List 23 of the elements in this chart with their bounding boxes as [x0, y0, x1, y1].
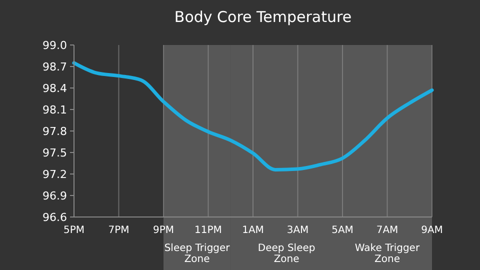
band-label: Deep Sleep Zone	[258, 243, 316, 265]
x-tick-label: 5PM	[63, 225, 85, 236]
band-label: Sleep Trigger Zone	[164, 243, 231, 265]
y-tick-label: 98.7	[42, 60, 67, 74]
x-tick-label: 9PM	[152, 225, 174, 236]
y-tick-label: 99.0	[42, 38, 67, 52]
x-tick-label: 5AM	[332, 225, 354, 236]
line-series	[72, 61, 434, 172]
y-tick-label: 97.2	[42, 168, 67, 181]
y-tick-label: 97.8	[42, 124, 67, 138]
y-tick-label: 96.6	[42, 210, 67, 224]
y-tick-label: 97.5	[42, 146, 67, 160]
x-tick-label: 1AM	[242, 225, 264, 236]
x-tick-label: 7AM	[376, 225, 398, 236]
x-tick-label: 7PM	[108, 225, 130, 236]
band-label: Wake Trigger Zone	[354, 243, 420, 265]
x-tick-label: 11PM	[194, 225, 222, 236]
y-tick-label: 98.1	[42, 103, 67, 116]
y-tick-label: 98.4	[42, 82, 67, 95]
y-tick-label: 96.9	[42, 189, 67, 202]
x-tick-label: 3AM	[286, 225, 309, 236]
chart-title: Body Core Temperature	[174, 8, 352, 26]
x-tick-label: 9AM	[421, 225, 443, 236]
